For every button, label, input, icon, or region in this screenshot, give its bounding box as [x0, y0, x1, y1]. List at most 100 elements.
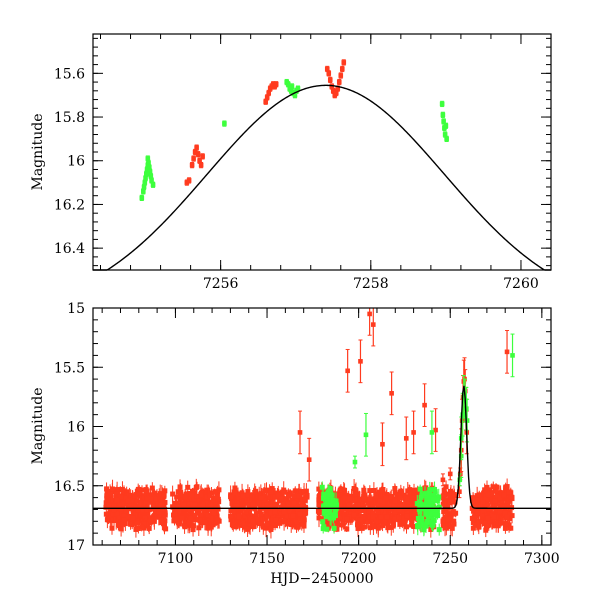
y-tick-label: 16.5 — [54, 479, 85, 495]
red-dense-point — [297, 516, 303, 522]
data-point — [222, 121, 227, 126]
red-dense-point — [192, 512, 198, 518]
red-dense-point — [111, 503, 117, 509]
red-dense-point — [284, 514, 290, 520]
red-dense-point — [150, 504, 156, 510]
red-dense-point — [498, 515, 504, 521]
red-dense-point — [348, 517, 354, 523]
red-dense-point — [118, 526, 124, 532]
red-dense-point — [396, 507, 402, 513]
green-dense-point — [415, 524, 421, 530]
data-point — [143, 175, 148, 181]
green-dense-point — [416, 499, 422, 505]
red-dense-point — [274, 501, 280, 507]
red-dense-point — [358, 508, 364, 514]
data-point — [264, 95, 270, 100]
red-dense-point — [143, 500, 149, 506]
red-dense-point — [197, 498, 203, 504]
x-tick-label: 7150 — [249, 551, 285, 567]
red-dense-point — [403, 505, 409, 511]
data-point — [186, 178, 192, 183]
red-dense-point — [176, 521, 182, 527]
red-dense-point — [290, 513, 296, 519]
red-dense-point — [110, 511, 116, 517]
red-dense-point — [250, 523, 256, 529]
red-dense-point — [291, 500, 297, 506]
top-model-curve — [93, 84, 551, 271]
data-point — [194, 145, 199, 150]
red-dense-point — [497, 495, 503, 501]
red-dense-point — [404, 524, 410, 530]
data-point — [441, 119, 446, 124]
red-dense-point — [409, 504, 415, 510]
red-dense-point — [475, 510, 481, 516]
y-tick-label: 17 — [67, 538, 85, 554]
red-dense-point — [115, 522, 121, 528]
red-dense-point — [152, 496, 158, 502]
red-dense-point — [243, 509, 249, 515]
data-point — [141, 184, 147, 190]
red-dense-point — [177, 492, 183, 498]
green-dense-point — [428, 501, 434, 507]
data-point — [447, 471, 453, 477]
data-point — [189, 162, 195, 168]
red-dense-point — [357, 517, 363, 523]
red-dense-point — [285, 519, 291, 525]
red-dense-point — [374, 512, 380, 518]
red-dense-point — [479, 511, 485, 517]
red-dense-point — [288, 519, 294, 525]
red-dense-point — [129, 497, 135, 503]
data-point — [444, 136, 449, 142]
red-dense-point — [170, 491, 176, 497]
red-dense-point — [240, 520, 246, 526]
red-dense-point — [355, 525, 361, 531]
red-dense-point — [118, 509, 124, 515]
data-point — [297, 430, 303, 435]
data-point — [440, 112, 446, 118]
red-dense-point — [199, 519, 205, 525]
data-point — [461, 394, 467, 400]
red-dense-point — [335, 521, 341, 527]
red-dense-point — [206, 506, 212, 512]
green-dense-point — [426, 490, 432, 496]
red-dense-point — [496, 512, 502, 518]
red-dense-point — [146, 499, 152, 505]
red-dense-point — [188, 515, 194, 521]
red-dense-point — [505, 498, 511, 504]
red-dense-point — [204, 518, 210, 524]
bottom-y-axis-title: Magnitude — [30, 387, 46, 464]
green-dense-point — [428, 508, 434, 514]
red-dense-point — [397, 495, 403, 501]
red-dense-point — [194, 484, 200, 490]
red-dense-point — [246, 523, 252, 529]
red-dense-point — [505, 522, 511, 528]
red-dense-point — [151, 518, 157, 524]
red-dense-point — [371, 524, 377, 530]
red-dense-point — [404, 498, 410, 504]
red-dense-point — [342, 516, 348, 522]
red-dense-point — [506, 489, 512, 495]
red-dense-point — [354, 522, 360, 528]
red-dense-point — [367, 514, 373, 520]
red-dense-point — [338, 514, 344, 520]
red-dense-point — [208, 524, 214, 530]
green-dense-point — [417, 509, 423, 515]
red-dense-point — [411, 511, 417, 517]
red-dense-point — [233, 512, 239, 518]
red-dense-point — [131, 504, 137, 510]
red-dense-point — [350, 497, 356, 503]
red-dense-point — [172, 511, 178, 517]
red-dense-point — [285, 493, 291, 499]
green-dense-point — [327, 486, 333, 492]
red-dense-point — [409, 517, 415, 523]
green-dense-point — [415, 515, 421, 521]
red-dense-point — [414, 489, 420, 495]
red-dense-point — [257, 508, 263, 514]
red-dense-point — [153, 511, 159, 517]
red-dense-point — [194, 493, 200, 499]
green-dense-point — [421, 525, 427, 531]
bottom-data-points — [297, 308, 515, 499]
red-dense-point — [139, 495, 145, 501]
red-dense-point — [253, 511, 259, 517]
red-dense-point — [487, 518, 493, 524]
